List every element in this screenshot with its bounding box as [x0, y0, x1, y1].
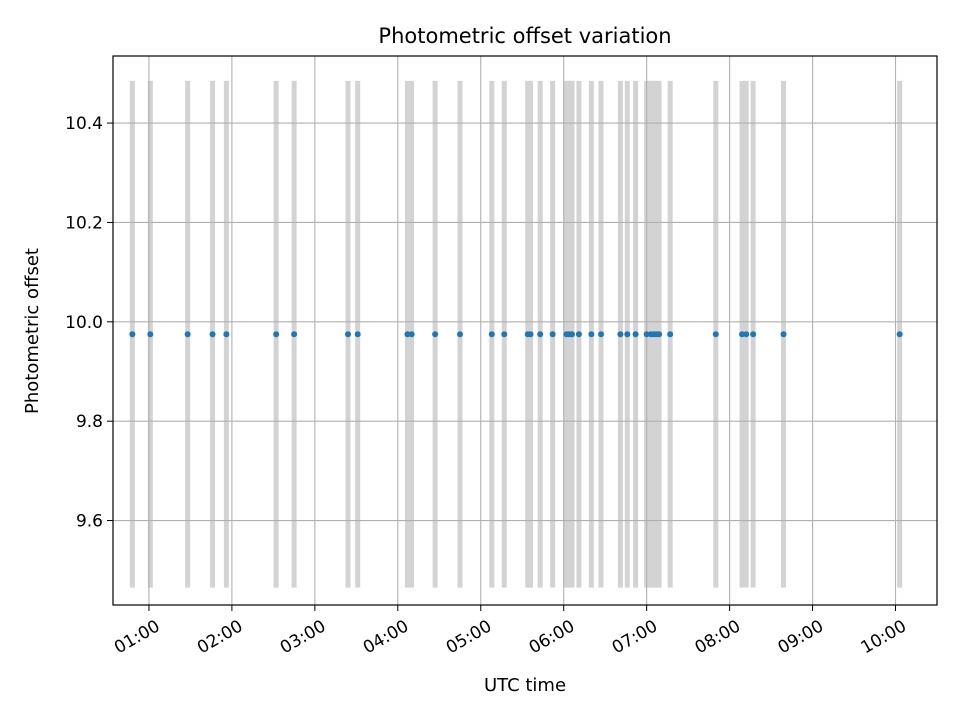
- data-point: [624, 331, 631, 338]
- y-axis-ticks: 9.6 9.8 10.0 10.2 10.4: [65, 114, 113, 532]
- y-tick-label: 9.6: [76, 512, 103, 532]
- data-point: [223, 331, 230, 338]
- data-point: [750, 331, 757, 338]
- data-point: [549, 331, 556, 338]
- plot-frame: [112, 55, 938, 606]
- data-point: [632, 331, 639, 338]
- data-point: [345, 331, 352, 338]
- data-point: [404, 331, 411, 338]
- data-point: [780, 331, 787, 338]
- data-point: [488, 331, 495, 338]
- data-point: [739, 331, 746, 338]
- data-points: [129, 331, 903, 338]
- data-point: [129, 331, 136, 338]
- data-point: [667, 331, 674, 338]
- y-tick-label: 10.2: [65, 213, 103, 233]
- data-point: [273, 331, 280, 338]
- data-point: [209, 331, 216, 338]
- y-axis-label: Photometric offset: [22, 248, 43, 414]
- data-point: [896, 331, 903, 338]
- data-point: [501, 331, 508, 338]
- data-point: [712, 331, 719, 338]
- data-point: [457, 331, 464, 338]
- data-point: [537, 331, 544, 338]
- data-point: [147, 331, 154, 338]
- data-point: [575, 331, 582, 338]
- data-point: [354, 331, 361, 338]
- data-point: [588, 331, 595, 338]
- chart-title: Photometric offset variation: [378, 24, 671, 48]
- data-point: [432, 331, 439, 338]
- data-point: [656, 331, 663, 338]
- grid-lines: [113, 56, 937, 605]
- data-point: [569, 331, 576, 338]
- data-point: [617, 331, 624, 338]
- data-point: [643, 331, 650, 338]
- x-axis-label: UTC time: [484, 675, 566, 696]
- data-point: [408, 331, 415, 338]
- data-point: [184, 331, 191, 338]
- data-point: [743, 331, 750, 338]
- data-point: [527, 331, 534, 338]
- data-point: [598, 331, 605, 338]
- data-point: [291, 331, 298, 338]
- y-tick-label: 10.0: [65, 313, 103, 333]
- y-tick-label: 10.4: [65, 114, 103, 134]
- y-tick-label: 9.8: [76, 412, 103, 432]
